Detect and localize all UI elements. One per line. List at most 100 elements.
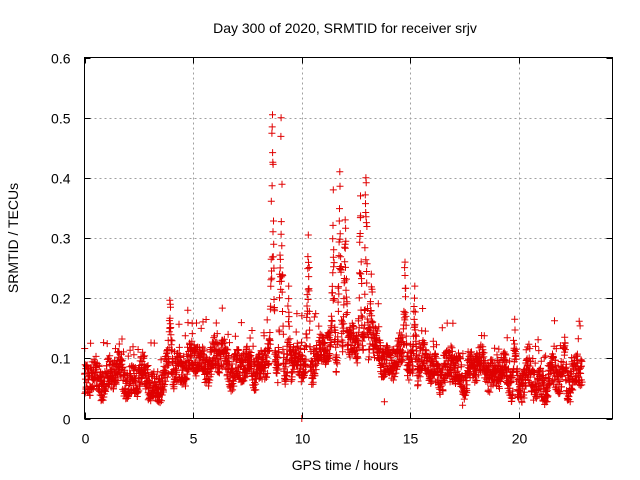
data-point xyxy=(574,335,582,343)
data-point xyxy=(270,296,278,303)
data-point xyxy=(340,320,348,328)
data-point xyxy=(437,382,445,390)
data-point xyxy=(184,319,192,327)
data-point xyxy=(279,272,287,280)
data-point xyxy=(278,288,286,296)
data-point xyxy=(402,321,410,329)
data-point xyxy=(304,231,312,239)
data-point xyxy=(158,391,166,399)
data-point xyxy=(335,252,343,260)
data-point xyxy=(409,365,417,373)
data-point xyxy=(139,348,147,356)
data-point xyxy=(303,313,311,321)
y-axis-title: SRMTID / TECUs xyxy=(5,183,21,293)
data-point xyxy=(214,341,222,349)
data-point xyxy=(391,373,399,381)
data-point xyxy=(220,361,228,369)
data-point xyxy=(161,381,169,388)
data-point xyxy=(274,379,282,387)
data-point xyxy=(224,346,232,354)
data-point xyxy=(414,377,422,385)
data-point xyxy=(540,353,548,361)
data-point xyxy=(427,379,435,387)
data-point xyxy=(130,351,138,359)
chart-title: Day 300 of 2020, SRMTID for receiver srj… xyxy=(213,20,477,36)
data-point xyxy=(213,330,221,338)
data-point xyxy=(188,330,196,338)
data-point xyxy=(566,398,574,406)
data-point xyxy=(268,274,276,282)
data-point xyxy=(271,307,279,315)
data-point xyxy=(231,350,239,358)
data-point xyxy=(561,339,569,347)
data-point xyxy=(354,340,362,348)
data-point xyxy=(268,123,276,131)
data-point xyxy=(305,264,313,271)
data-point xyxy=(300,372,308,379)
data-point xyxy=(265,347,273,355)
data-point xyxy=(410,303,418,310)
data-point xyxy=(438,324,446,332)
data-point xyxy=(277,218,285,226)
data-point xyxy=(411,294,418,302)
data-point xyxy=(328,317,336,325)
data-point xyxy=(269,253,277,261)
data-point xyxy=(353,335,361,343)
data-point xyxy=(335,290,343,298)
x-axis-title: GPS time / hours xyxy=(292,457,399,473)
data-point xyxy=(481,357,489,365)
data-point xyxy=(357,192,364,200)
data-point xyxy=(303,291,311,299)
data-point xyxy=(302,330,310,338)
data-point xyxy=(510,347,518,354)
data-point xyxy=(495,345,503,353)
data-point xyxy=(306,317,314,325)
data-point xyxy=(334,338,342,345)
data-point xyxy=(298,312,306,320)
data-point xyxy=(112,380,120,388)
data-point xyxy=(315,322,323,330)
data-point xyxy=(277,114,285,122)
data-point xyxy=(249,342,257,350)
y-tick-label: 0.1 xyxy=(51,351,71,367)
data-point xyxy=(556,388,564,396)
data-point xyxy=(342,286,350,294)
data-point xyxy=(118,335,126,343)
data-point xyxy=(168,337,176,345)
data-point xyxy=(252,386,260,394)
data-point xyxy=(540,377,548,385)
data-point xyxy=(556,378,564,385)
data-point xyxy=(192,372,200,380)
x-tick-label: 10 xyxy=(295,431,311,447)
data-point xyxy=(227,387,235,395)
data-point xyxy=(304,253,312,261)
data-point xyxy=(480,359,488,367)
data-point xyxy=(361,290,369,298)
data-point xyxy=(350,323,358,331)
data-point xyxy=(182,376,190,384)
data-point xyxy=(267,276,275,284)
data-points xyxy=(81,111,586,422)
data-point xyxy=(392,369,400,377)
data-point xyxy=(311,372,319,380)
x-tick-label: 20 xyxy=(512,431,528,447)
data-point xyxy=(329,289,336,297)
data-point xyxy=(312,366,320,374)
data-point xyxy=(374,300,382,308)
data-point xyxy=(135,387,143,395)
data-point xyxy=(531,359,539,367)
data-point xyxy=(468,348,475,356)
data-point xyxy=(243,342,251,350)
data-point xyxy=(276,264,284,272)
data-point xyxy=(326,328,334,336)
data-point xyxy=(459,350,467,358)
data-point xyxy=(231,332,239,340)
data-point xyxy=(330,259,338,267)
data-point xyxy=(126,346,134,354)
data-point xyxy=(276,255,284,263)
data-point xyxy=(357,258,365,266)
data-point xyxy=(267,197,275,205)
data-point xyxy=(506,357,514,365)
y-tick-label: 0.3 xyxy=(51,231,71,247)
